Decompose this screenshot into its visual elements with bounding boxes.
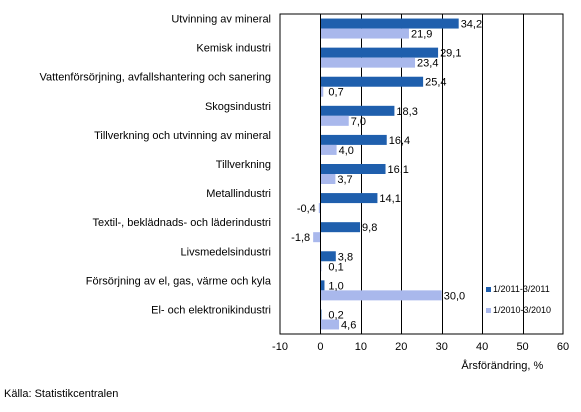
data-label: 7,0	[351, 116, 366, 128]
data-label: -1,8	[291, 232, 310, 244]
x-tick-label: 40	[476, 341, 488, 353]
bar-series-2011	[320, 76, 424, 87]
bar-series-2011	[320, 251, 336, 262]
bar-series-2010	[318, 203, 321, 214]
bar-series-2010	[320, 57, 416, 68]
data-label: 18,3	[396, 106, 417, 118]
source-note: Källa: Statistikcentralen	[4, 388, 118, 400]
bar-series-2011	[320, 105, 395, 116]
category-label: Metallindustri	[206, 188, 271, 200]
data-label: 25,4	[425, 77, 446, 89]
data-label: 16,1	[388, 164, 409, 176]
bars	[313, 18, 459, 330]
bar-series-2011	[320, 47, 439, 58]
bar-series-2011	[320, 280, 325, 291]
x-axis-title: Årsförändring, %	[461, 359, 543, 372]
bar-series-2010	[313, 232, 321, 243]
data-label: 3,8	[338, 251, 353, 263]
data-label: 30,0	[444, 290, 465, 302]
bar-series-2010	[320, 86, 324, 97]
category-label: Försörjning av el, gas, värme och kyla	[86, 275, 272, 287]
data-label: -0,4	[297, 203, 316, 215]
category-label: Textil-, beklädnads- och läderindustri	[92, 217, 271, 229]
bar-series-2010	[320, 115, 349, 126]
bar-series-2011	[320, 222, 361, 233]
category-label: Vattenförsörjning, avfallshantering och …	[39, 72, 271, 84]
category-label: Tillverkning	[216, 159, 271, 171]
x-tick-label: 60	[557, 341, 569, 353]
bar-series-2011	[320, 193, 378, 204]
bar-series-2010	[320, 290, 442, 301]
data-label: 0,1	[328, 261, 343, 273]
x-tick-label: 20	[395, 341, 407, 353]
data-label: 29,1	[440, 48, 461, 60]
x-tick-label: 50	[516, 341, 528, 353]
data-label: 4,6	[341, 319, 356, 331]
data-label: 23,4	[417, 58, 438, 70]
bar-series-2011	[320, 18, 459, 29]
plot-area-frame	[279, 13, 564, 335]
bar-series-2010	[320, 144, 337, 155]
x-tick-label: 30	[436, 341, 448, 353]
data-label: 16,4	[389, 135, 410, 147]
legend-label-series-2010: 1/2010-3/2010	[493, 305, 551, 315]
category-labels: Utvinning av mineral Kemisk industri Vatte…	[39, 14, 271, 317]
data-labels: 34,2 21,9 29,123,4 25,4 0,7 18,3 7,0 16,4 4,0 16,…	[291, 19, 482, 332]
bar-series-2011	[320, 164, 386, 174]
x-tick-label: 0	[317, 341, 323, 353]
legend: 1/2011-3/2011 1/2010-3/2010	[486, 284, 551, 315]
data-label: 9,8	[362, 222, 377, 234]
data-label: 0,7	[328, 87, 343, 99]
data-label: 1,0	[328, 280, 343, 292]
category-label: Utvinning av mineral	[171, 14, 271, 26]
x-tick-labels: -10 0 10 20 30 40 50 60	[272, 341, 569, 353]
category-label: Tillverkning och utvinning av mineral	[94, 130, 271, 142]
category-label: Livsmedelsindustri	[181, 246, 271, 258]
bar-series-2010	[320, 319, 340, 330]
legend-swatch-series-2010	[486, 308, 491, 313]
bar-series-2010	[320, 174, 336, 184]
data-label: 4,0	[339, 145, 354, 157]
legend-label-series-2011: 1/2011-3/2011	[493, 284, 550, 294]
data-label: 3,7	[337, 174, 352, 186]
data-label: 34,2	[461, 19, 482, 31]
data-label: 21,9	[411, 29, 432, 41]
data-label: 0,2	[328, 309, 343, 321]
bar-series-2010	[320, 28, 409, 39]
data-label: 14,1	[379, 193, 400, 205]
category-label: El- och elektronikindustri	[151, 304, 271, 316]
category-label: Skogsindustri	[205, 101, 271, 113]
legend-swatch-series-2011	[486, 287, 491, 292]
category-label: Kemisk industri	[196, 43, 271, 55]
bar-series-2011	[320, 134, 387, 145]
x-tick-label: -10	[272, 341, 288, 353]
x-tick-label: 10	[355, 341, 367, 353]
